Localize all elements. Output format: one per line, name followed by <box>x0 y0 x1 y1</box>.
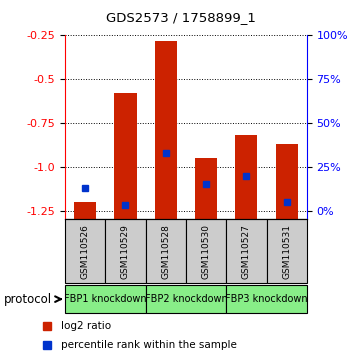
Bar <box>105 219 145 283</box>
Bar <box>275 144 298 219</box>
Bar <box>145 285 226 314</box>
Bar <box>235 135 257 219</box>
Bar <box>114 93 136 219</box>
Text: GSM110531: GSM110531 <box>282 224 291 279</box>
Bar <box>195 158 217 219</box>
Text: FBP1 knockdown: FBP1 knockdown <box>64 294 147 304</box>
Bar <box>74 202 96 219</box>
Text: FBP2 knockdown: FBP2 knockdown <box>144 294 227 304</box>
Bar <box>226 219 266 283</box>
Bar <box>65 285 145 314</box>
Text: FBP3 knockdown: FBP3 knockdown <box>225 294 308 304</box>
Text: GSM110530: GSM110530 <box>201 224 210 279</box>
Text: percentile rank within the sample: percentile rank within the sample <box>61 341 237 350</box>
Bar <box>145 219 186 283</box>
Text: protocol: protocol <box>4 293 52 306</box>
Bar <box>65 219 105 283</box>
Text: GSM110526: GSM110526 <box>81 224 90 279</box>
Text: GSM110527: GSM110527 <box>242 224 251 279</box>
Bar <box>155 41 177 219</box>
Text: GDS2573 / 1758899_1: GDS2573 / 1758899_1 <box>105 11 256 24</box>
Text: log2 ratio: log2 ratio <box>61 321 112 331</box>
Text: GSM110529: GSM110529 <box>121 224 130 279</box>
Text: GSM110528: GSM110528 <box>161 224 170 279</box>
Bar <box>266 219 307 283</box>
Bar <box>186 219 226 283</box>
Bar <box>226 285 307 314</box>
